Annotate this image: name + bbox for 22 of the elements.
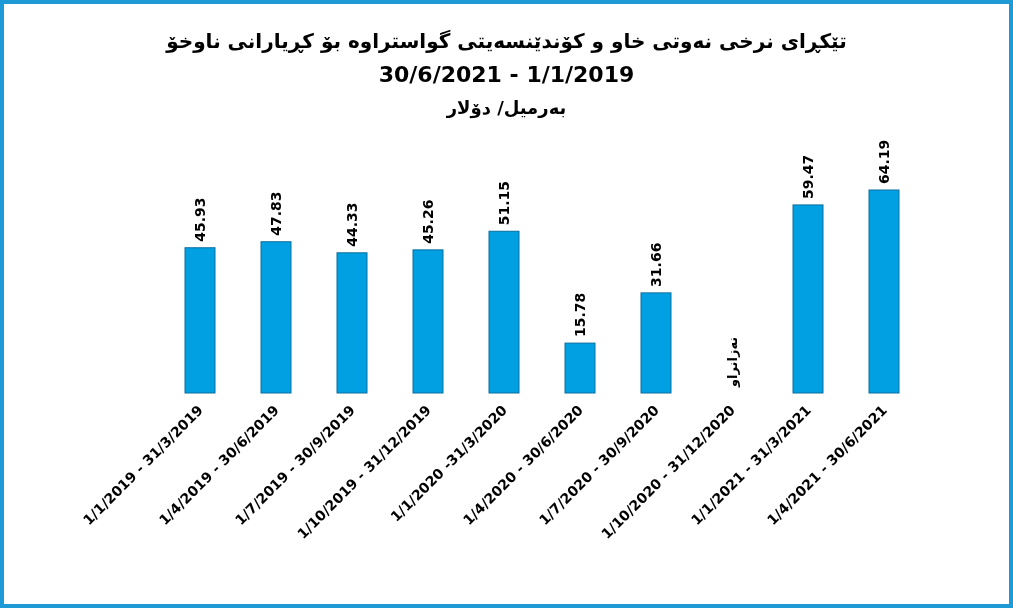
bar xyxy=(640,292,672,394)
chart-title: تێکڕای نرخی نەوتی خاو و کۆندێنسەیتی گواستراوە بۆ کڕیارانی ناوخۆ xyxy=(165,29,847,53)
data-label: 64.19 xyxy=(875,139,892,184)
data-label: 15.78 xyxy=(571,292,588,338)
data-label: 31.66 xyxy=(647,242,664,287)
data-label: 51.15 xyxy=(495,180,512,226)
data-label: 44.33 xyxy=(343,202,360,247)
chart-subtitle: 30/6/2021 - 1/1/2019 xyxy=(378,62,635,87)
text: نەزانراو xyxy=(724,336,740,387)
bar xyxy=(792,204,824,394)
bar xyxy=(488,230,520,394)
data-label: 59.47 xyxy=(799,154,816,199)
text: بەرمیل/ دۆلار xyxy=(445,97,567,119)
data-label: 45.93 xyxy=(191,197,208,242)
data-label: 47.83 xyxy=(267,191,284,236)
bar xyxy=(260,241,292,394)
bar xyxy=(564,342,596,394)
bar xyxy=(412,249,444,394)
data-label: 45.26 xyxy=(419,199,436,244)
bar xyxy=(868,189,900,394)
bar xyxy=(184,247,216,394)
bar xyxy=(336,252,368,394)
